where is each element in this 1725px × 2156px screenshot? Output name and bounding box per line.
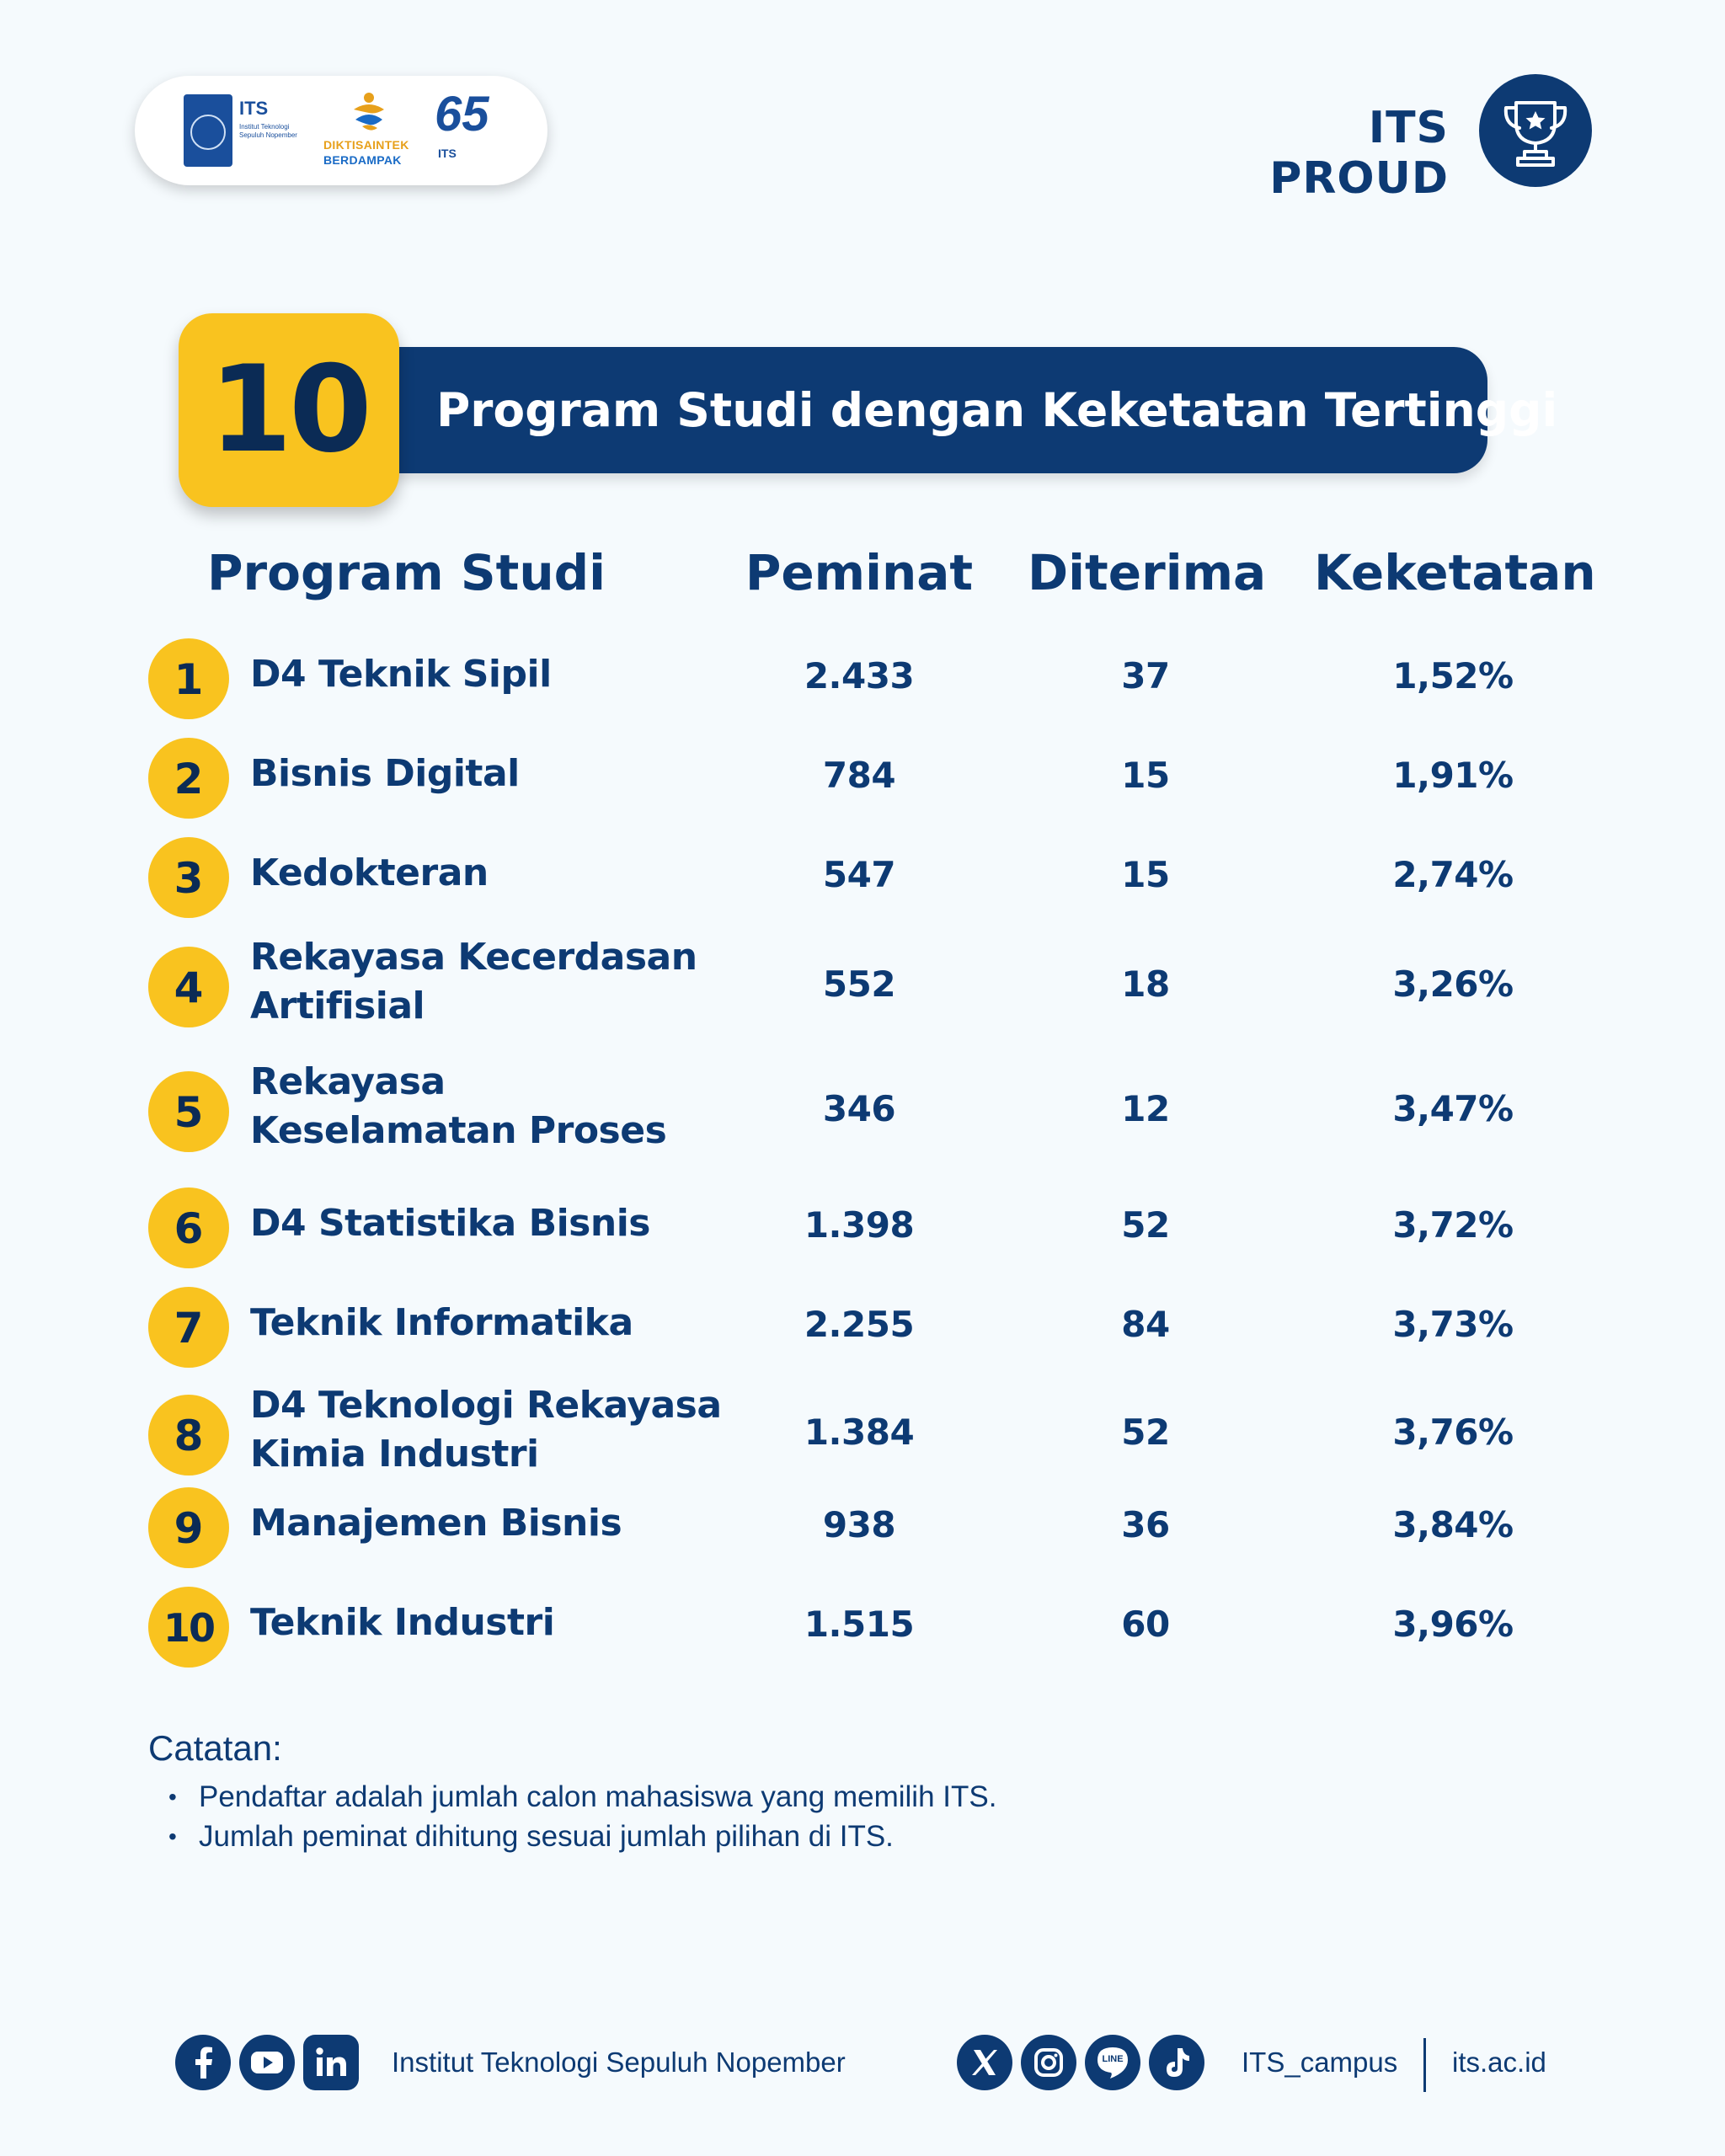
- keketatan-value: 3,72%: [1392, 1204, 1514, 1246]
- peminat-value: 346: [822, 1088, 896, 1129]
- title-number: 10: [209, 340, 372, 479]
- diktisaintek-logo: DIKTISAINTEK BERDAMPAK: [322, 91, 414, 168]
- rank-badge: 10: [148, 1587, 229, 1668]
- page-title: Program Studi dengan Keketatan Tertinggi: [436, 383, 1558, 437]
- diterima-value: 12: [1121, 1088, 1170, 1129]
- peminat-value: 2.433: [804, 655, 915, 696]
- keketatan-value: 3,96%: [1392, 1604, 1514, 1645]
- peminat-value: 1.515: [804, 1604, 915, 1645]
- program-name: Bisnis Digital: [250, 752, 520, 795]
- header-program-studi: Program Studi: [207, 544, 606, 601]
- peminat-value: 547: [822, 854, 896, 895]
- its-logo-name: ITS: [239, 98, 269, 119]
- keketatan-value: 3,84%: [1392, 1504, 1514, 1545]
- note-item: Pendaftar adalah jumlah calon mahasiswa …: [168, 1777, 996, 1817]
- rank-badge: 5: [148, 1071, 229, 1152]
- anniversary-65-logo: 65 ITS: [435, 87, 502, 168]
- diterima-value: 84: [1121, 1304, 1170, 1345]
- anniversary-its: ITS: [438, 147, 457, 160]
- keketatan-value: 1,91%: [1392, 755, 1514, 796]
- peminat-value: 1.384: [804, 1412, 915, 1453]
- peminat-value: 938: [822, 1504, 896, 1545]
- line-label: LINE: [1102, 2054, 1124, 2064]
- rank-badge: 3: [148, 837, 229, 918]
- notes-list: Pendaftar adalah jumlah calon mahasiswa …: [168, 1777, 996, 1856]
- its-seal-icon: [190, 115, 226, 150]
- footer-institution: Institut Teknologi Sepuluh Nopember: [392, 2047, 846, 2078]
- its-logo: ITS Institut Teknologi Sepuluh Nopember: [184, 94, 310, 167]
- footer-website[interactable]: its.ac.id: [1452, 2047, 1546, 2078]
- header-diterima: Diterima: [1028, 544, 1267, 601]
- header-keketatan: Keketatan: [1314, 544, 1596, 601]
- footer-handle[interactable]: ITS_campus: [1242, 2047, 1398, 2078]
- peminat-value: 1.398: [804, 1204, 915, 1246]
- diktisaintek-mark-icon: [354, 93, 384, 131]
- program-name: D4 Teknologi Rekayasa Kimia Industri: [250, 1384, 722, 1476]
- diktisaintek-line2: BERDAMPAK: [323, 153, 402, 167]
- peminat-value: 552: [822, 963, 896, 1005]
- peminat-value: 784: [822, 755, 896, 796]
- its-logo-subtitle: Institut Teknologi Sepuluh Nopember: [239, 123, 297, 139]
- keketatan-value: 3,26%: [1392, 963, 1514, 1005]
- rank-badge: 1: [148, 638, 229, 719]
- rank-badge: 7: [148, 1287, 229, 1368]
- program-name: D4 Statistika Bisnis: [250, 1202, 650, 1245]
- rank-badge: 4: [148, 947, 229, 1027]
- diterima-value: 52: [1121, 1412, 1170, 1453]
- footer: Institut Teknologi Sepuluh Nopember LINE…: [0, 2035, 1725, 2111]
- program-name: D4 Teknik Sipil: [250, 653, 552, 696]
- line-icon[interactable]: LINE: [1085, 2035, 1140, 2090]
- notes-title: Catatan:: [148, 1728, 282, 1768]
- program-name: Rekayasa Kecerdasan Artifisial: [250, 936, 697, 1027]
- facebook-icon[interactable]: [175, 2035, 231, 2090]
- trophy-icon: [1479, 74, 1592, 187]
- peminat-value: 2.255: [804, 1304, 915, 1345]
- diterima-value: 36: [1121, 1504, 1170, 1545]
- header-peminat: Peminat: [745, 544, 974, 601]
- program-name: Teknik Informatika: [250, 1301, 633, 1344]
- diterima-value: 52: [1121, 1204, 1170, 1246]
- youtube-icon[interactable]: [239, 2035, 295, 2090]
- diterima-value: 15: [1121, 755, 1170, 796]
- program-name: Rekayasa Keselamatan Proses: [250, 1060, 667, 1152]
- keketatan-value: 3,76%: [1392, 1412, 1514, 1453]
- diterima-value: 37: [1121, 655, 1170, 696]
- diterima-value: 15: [1121, 854, 1170, 895]
- x-icon[interactable]: [957, 2035, 1012, 2090]
- rank-badge: 8: [148, 1395, 229, 1476]
- keketatan-value: 3,73%: [1392, 1304, 1514, 1345]
- keketatan-value: 2,74%: [1392, 854, 1514, 895]
- rank-badge: 2: [148, 738, 229, 819]
- keketatan-value: 3,47%: [1392, 1088, 1514, 1129]
- its-logo-box: [184, 94, 232, 167]
- program-name: Kedokteran: [250, 851, 489, 894]
- title-banner: Program Studi dengan Keketatan Tertinggi: [337, 347, 1557, 473]
- rank-badge: 9: [148, 1487, 229, 1568]
- tiktok-icon[interactable]: [1149, 2035, 1204, 2090]
- logo-card: ITS Institut Teknologi Sepuluh Nopember …: [135, 76, 547, 185]
- program-name: Manajemen Bisnis: [250, 1502, 622, 1545]
- instagram-icon[interactable]: [1021, 2035, 1076, 2090]
- title-number-badge: 10: [179, 313, 399, 507]
- program-name: Teknik Industri: [250, 1601, 555, 1644]
- footer-divider: [1423, 2038, 1426, 2092]
- diterima-value: 60: [1121, 1604, 1170, 1645]
- anniversary-number: 65: [435, 87, 489, 141]
- diterima-value: 18: [1121, 963, 1170, 1005]
- its-proud-tagline: ITS PROUD: [1269, 103, 1449, 204]
- note-item: Jumlah peminat dihitung sesuai jumlah pi…: [168, 1817, 996, 1856]
- rank-badge: 6: [148, 1187, 229, 1268]
- keketatan-value: 1,52%: [1392, 655, 1514, 696]
- diktisaintek-line1: DIKTISAINTEK: [323, 138, 409, 152]
- linkedin-icon[interactable]: [303, 2035, 359, 2090]
